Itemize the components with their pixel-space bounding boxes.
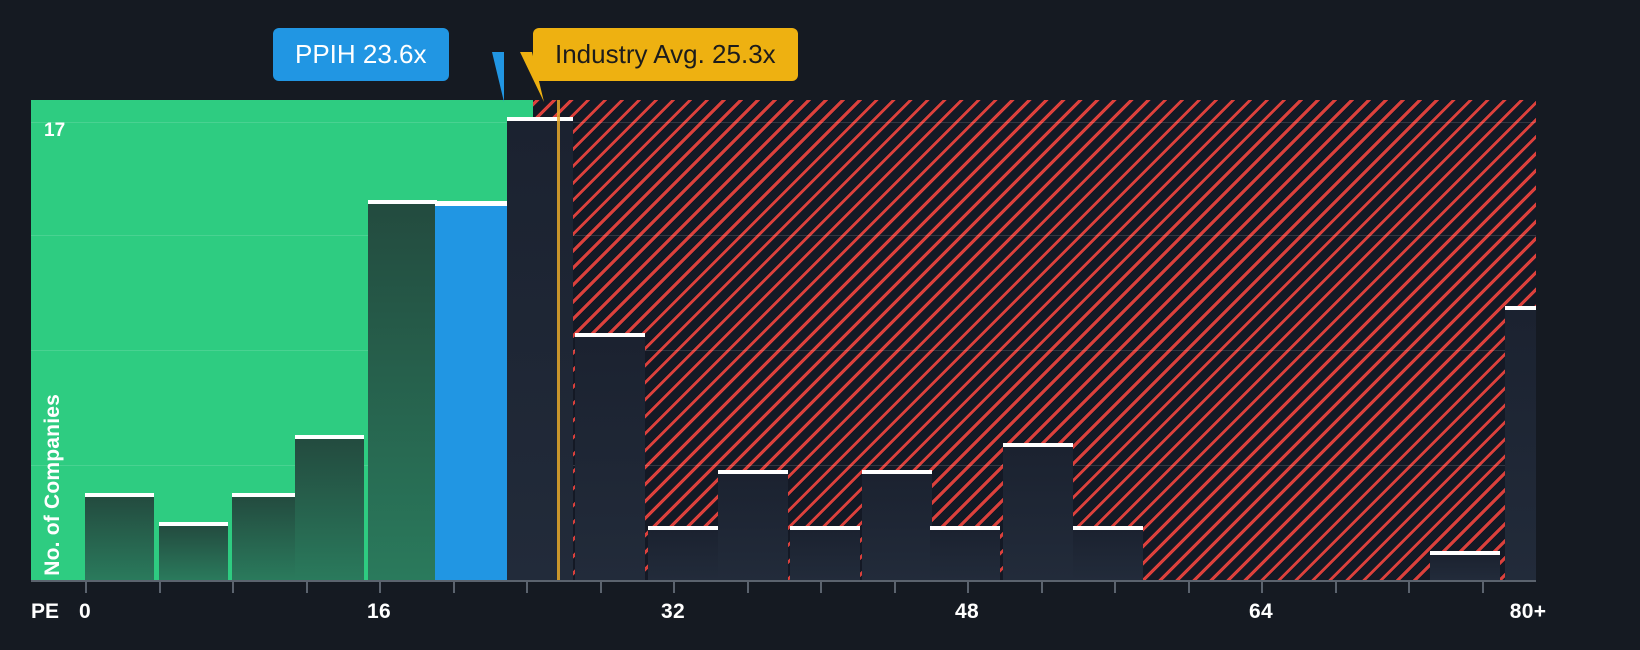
histogram-bar[interactable] <box>930 526 1000 580</box>
bar-cap <box>232 493 301 498</box>
x-axis-tick <box>1334 582 1337 593</box>
x-axis-tick <box>85 582 87 593</box>
x-axis-tick <box>1187 582 1190 593</box>
bar-cap <box>648 526 718 531</box>
x-axis-tick <box>599 582 602 593</box>
bar-body <box>295 439 364 580</box>
histogram-bar[interactable] <box>1505 306 1536 580</box>
x-axis-tick <box>820 582 822 593</box>
histogram-bar[interactable] <box>648 526 718 580</box>
histogram-bar[interactable] <box>232 493 301 580</box>
histogram-bar[interactable] <box>1073 526 1143 580</box>
x-axis-tick <box>1408 582 1410 593</box>
bar-body <box>1430 555 1500 580</box>
bar-body <box>232 497 301 580</box>
histogram-bar[interactable] <box>85 493 154 580</box>
bar-cap <box>435 201 507 206</box>
bar-cap <box>295 435 364 440</box>
x-axis-tick <box>1040 582 1043 593</box>
bar-body <box>862 474 932 580</box>
x-axis-tick-label: 48 <box>955 600 979 623</box>
bar-body <box>575 337 645 580</box>
ppih-tooltip-pointer <box>470 52 504 102</box>
histogram-bar[interactable] <box>718 470 788 580</box>
x-axis-tick <box>526 582 528 593</box>
bar-cap <box>159 522 228 527</box>
histogram-bar[interactable] <box>790 526 860 580</box>
bar-body <box>1003 447 1073 580</box>
x-axis-tick <box>673 582 675 593</box>
histogram-bar[interactable] <box>1003 443 1073 580</box>
bar-body <box>790 530 860 580</box>
bar-body <box>85 497 154 580</box>
x-axis-tick <box>1114 582 1116 593</box>
bar-cap <box>1073 526 1143 531</box>
bar-body <box>368 204 437 580</box>
x-axis-tick <box>893 582 896 593</box>
bar-body <box>1505 310 1536 580</box>
bar-cap <box>718 470 788 475</box>
bar-cap <box>507 117 573 122</box>
bar-body <box>718 474 788 580</box>
y-axis-title: No. of Companies <box>41 394 64 576</box>
x-axis-prefix-label: PE <box>31 600 60 623</box>
x-axis-tick-label: 16 <box>367 600 391 623</box>
x-axis-tick <box>1261 582 1263 593</box>
histogram-bar[interactable] <box>368 200 437 580</box>
x-axis-tick <box>305 582 308 593</box>
x-axis-tick <box>232 582 234 593</box>
bar-cap <box>790 526 860 531</box>
bar-cap <box>575 333 645 338</box>
x-axis-tick <box>967 582 969 593</box>
x-axis-tick-label: 32 <box>661 600 685 623</box>
bar-cap <box>1430 551 1500 556</box>
histogram-bar[interactable] <box>862 470 932 580</box>
histogram-bar[interactable] <box>507 117 573 580</box>
x-axis-tick <box>452 582 455 593</box>
overvalued-region <box>533 100 1536 580</box>
bar-body <box>1073 530 1143 580</box>
histogram-bar[interactable] <box>575 333 645 580</box>
bar-body <box>930 530 1000 580</box>
histogram-bar[interactable] <box>1430 551 1500 580</box>
bar-body <box>507 121 573 580</box>
bar-cap <box>862 470 932 475</box>
bar-cap <box>930 526 1000 531</box>
x-axis-line <box>31 580 1536 582</box>
x-axis-tick-label: 0 <box>79 600 91 623</box>
bar-cap <box>1505 306 1536 311</box>
x-axis-tick <box>1481 582 1484 593</box>
histogram-bar[interactable] <box>159 522 228 580</box>
industry-average-tooltip[interactable]: Industry Avg. 25.3x <box>533 28 798 81</box>
x-axis-tick-label: 64 <box>1249 600 1273 623</box>
bar-body <box>648 530 718 580</box>
y-axis-max-label: 17 <box>44 120 66 141</box>
x-axis-tick <box>746 582 749 593</box>
bar-cap <box>85 493 154 498</box>
ppih-tooltip[interactable]: PPIH 23.6x <box>273 28 449 81</box>
bar-cap <box>1003 443 1073 448</box>
histogram-bar[interactable] <box>295 435 364 580</box>
histogram-bar[interactable] <box>435 201 507 580</box>
industry-average-line <box>557 100 560 580</box>
bar-cap <box>368 200 437 205</box>
x-axis-tick-label: 80+ <box>1509 600 1547 623</box>
x-axis-tick <box>379 582 381 593</box>
x-axis-tick <box>158 582 161 593</box>
bar-body <box>159 526 228 580</box>
